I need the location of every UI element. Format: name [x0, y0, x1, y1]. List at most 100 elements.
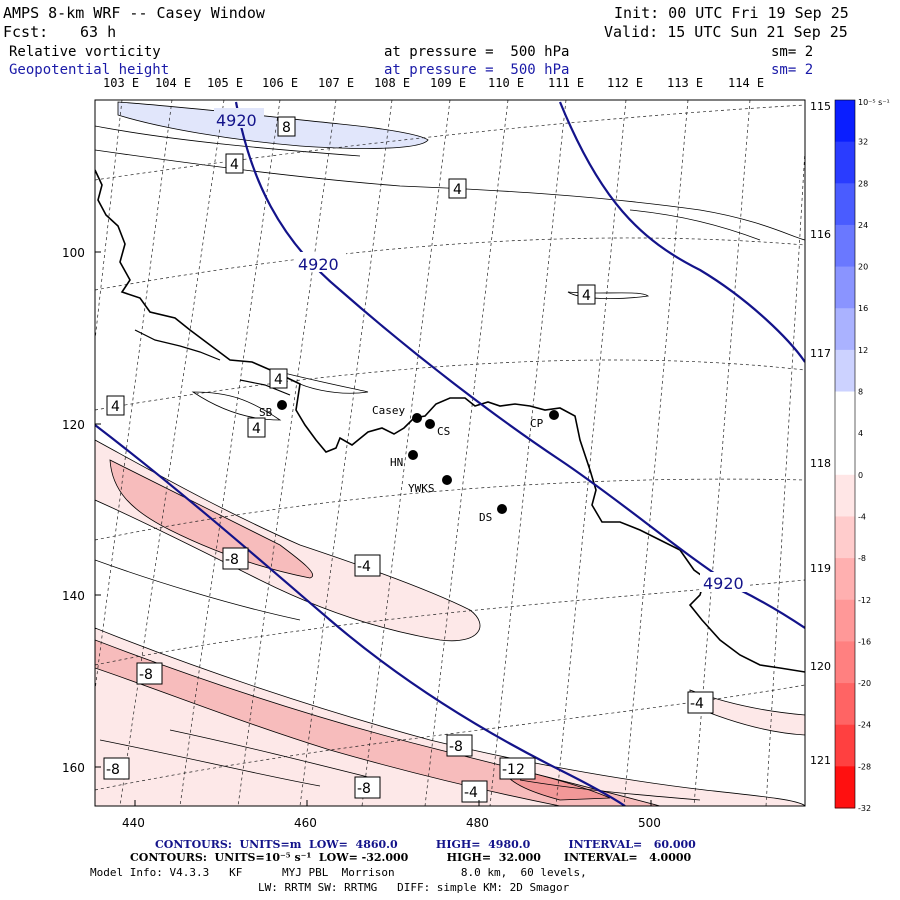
- vorticity-label: 4: [252, 421, 261, 437]
- colorbar-swatch: [835, 141, 855, 184]
- colorbar-level-label: -32: [858, 804, 871, 813]
- colorbar-swatch: [835, 224, 855, 268]
- x-tick-label: 480: [466, 816, 489, 830]
- vorticity-label: -4: [464, 785, 478, 801]
- lon-label-right: 115 E: [810, 100, 841, 113]
- init-time: Init: 00 UTC Fri 19 Sep 25: [614, 4, 849, 22]
- colorbar-swatch: [835, 599, 855, 642]
- field2-smoothing: sm= 2: [771, 62, 814, 78]
- colorbar-swatch: [835, 683, 855, 726]
- y-tick-label: 120: [62, 418, 85, 432]
- vorticity-label: 4: [111, 399, 120, 415]
- height-label-4920: 4920: [298, 255, 339, 274]
- lon-label: 114 E: [728, 76, 765, 90]
- colorbar-level-label: 28: [858, 179, 868, 188]
- field2-level: at pressure = 500 hPa: [384, 62, 570, 78]
- x-tick-label: 440: [122, 816, 145, 830]
- height-label-4920: 4920: [703, 574, 744, 593]
- station-label-cp: CP: [530, 417, 544, 430]
- lon-label: 110 E: [488, 76, 525, 90]
- station-dot-ds: [497, 504, 507, 514]
- colorbar-level-label: 8: [858, 388, 863, 397]
- vorticity-label: -8: [357, 781, 371, 797]
- latitude-gridlines: [95, 104, 805, 791]
- colorbar-level-label: -16: [858, 637, 871, 646]
- field1-smoothing: sm= 2: [771, 44, 814, 60]
- lon-label: 112 E: [607, 76, 644, 90]
- station-dot-sb: [277, 400, 287, 410]
- lon-label-right: 121 E: [810, 754, 841, 767]
- station-dot-cs: [425, 419, 435, 429]
- colorbar-swatch: [835, 516, 855, 559]
- y-tick-label: 160: [62, 761, 85, 775]
- height-contour-info: CONTOURS: UNITS=m LOW= 4860.0 HIGH= 4980…: [155, 838, 696, 851]
- plot-area: [95, 100, 805, 806]
- lon-label-right: 116 E: [810, 228, 841, 241]
- colorbar-swatch: [835, 433, 855, 476]
- vorticity-contour-info: CONTOURS: UNITS=10⁻⁵ s⁻¹ LOW= -32.000 HI…: [130, 851, 692, 864]
- lon-label: 107 E: [318, 76, 355, 90]
- colorbar-level-label: 0: [858, 471, 863, 480]
- forecast-hours: 63 h: [80, 23, 117, 41]
- colorbar-level-label: -20: [858, 679, 871, 688]
- colorbar: 32 28 24 20 16 12 8 4 0 -4 -8 -12 -16 -20 -24 -28 -32: [834, 99, 871, 813]
- vorticity-label: 4: [453, 182, 462, 198]
- station-dot-hn: [408, 450, 418, 460]
- vorticity-label: -4: [357, 559, 371, 575]
- coastline: [95, 169, 805, 673]
- station-markers: [277, 400, 559, 514]
- colorbar-swatch: [835, 308, 855, 351]
- physics-info: LW: RRTM SW: RRTMG DIFF: simple KM: 2D S…: [258, 881, 570, 894]
- colorbar-swatch: [835, 100, 855, 143]
- colorbar-swatch: [835, 558, 855, 601]
- colorbar-level-label: -28: [858, 762, 871, 771]
- colorbar-level-label: -12: [858, 596, 871, 605]
- station-dot-casey: [412, 413, 422, 423]
- field1-name: Relative vorticity: [9, 44, 161, 60]
- colorbar-level-label: 12: [858, 346, 868, 355]
- vorticity-label: 4: [274, 372, 283, 388]
- colorbar-level-label: -4: [858, 512, 866, 521]
- station-dot-cp: [549, 410, 559, 420]
- lon-label: 111 E: [548, 76, 585, 90]
- colorbar-level-label: -24: [858, 721, 871, 730]
- lon-label: 104 E: [155, 76, 192, 90]
- lon-label: 103 E: [103, 76, 140, 90]
- vorticity-label: -8: [106, 762, 120, 778]
- lon-label-right: 118 E: [810, 457, 841, 470]
- x-tick-label: 500: [638, 816, 661, 830]
- station-dot-ywks: [442, 475, 452, 485]
- x-tick-label: 460: [294, 816, 317, 830]
- station-label-cs: CS: [437, 425, 450, 438]
- lon-label: 105 E: [207, 76, 244, 90]
- y-tick-label: 140: [62, 589, 85, 603]
- vorticity-label: 4: [230, 157, 239, 173]
- vorticity-fill-neg-4c: [689, 689, 805, 736]
- vorticity-label: 4: [582, 288, 591, 304]
- colorbar-level-label: 20: [858, 263, 868, 272]
- colorbar-swatch: [835, 266, 855, 309]
- valid-time: Valid: 15 UTC Sun 21 Sep 25: [604, 23, 848, 41]
- forecast-label: Fcst:: [3, 23, 49, 41]
- colorbar-swatch: [835, 766, 855, 809]
- vorticity-label: -8: [225, 552, 239, 568]
- vorticity-label: 8: [282, 120, 291, 136]
- vorticity-fill-positive: [117, 101, 429, 149]
- field2-name: Geopotential height: [9, 62, 170, 78]
- longitude-gridlines: [95, 100, 805, 806]
- map-title: AMPS 8-km WRF -- Casey Window: [3, 4, 265, 22]
- field1-level: at pressure = 500 hPa: [384, 44, 570, 60]
- colorbar-swatch: [835, 183, 855, 226]
- model-info: Model Info: V4.3.3 KF MYJ PBL Morrison 8…: [90, 866, 587, 879]
- station-label-hn: HN: [390, 456, 403, 469]
- station-label-ds: DS: [479, 511, 492, 524]
- lon-label: 108 E: [374, 76, 411, 90]
- vorticity-label: -8: [449, 739, 463, 755]
- lon-label: 109 E: [430, 76, 467, 90]
- lon-label-right: 119 E: [810, 562, 841, 575]
- colorbar-frame: [834, 99, 856, 809]
- lon-label-right: 117 E: [810, 347, 841, 360]
- colorbar-swatch: [835, 349, 855, 393]
- lon-label-right: 120 E: [810, 660, 841, 673]
